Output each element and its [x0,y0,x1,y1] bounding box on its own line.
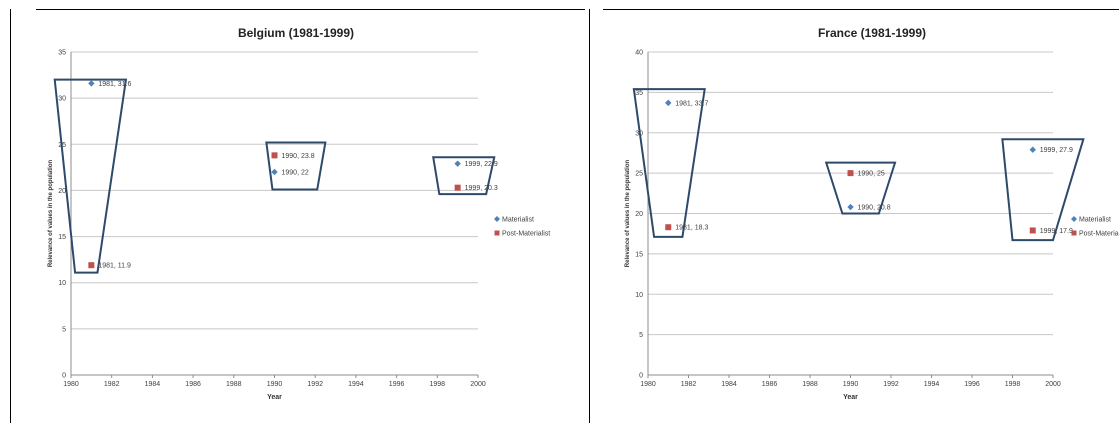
y-tick-label: 5 [62,326,66,333]
y-axis-label: Relevance of values in the population [48,159,54,267]
y-tick-label: 25 [635,171,643,178]
materialist-point [454,160,461,167]
post-materialist-point [665,224,672,231]
x-tick-label: 1988 [802,381,818,388]
y-tick-label: 35 [635,90,643,97]
x-tick-label: 1986 [762,381,778,388]
x-tick-label: 1990 [843,381,859,388]
data-label: 1999, 17.9 [1040,228,1073,235]
x-tick-label: 1992 [307,381,323,388]
data-label: 1981, 11.9 [98,263,131,270]
legend-marker-materialist [494,216,500,222]
y-tick-label: 0 [62,373,66,380]
post-materialist-point [271,152,278,159]
x-tick-label: 1988 [226,381,242,388]
x-tick-label: 1984 [721,381,737,388]
legend-label: Materialist [502,217,534,224]
materialist-point [88,80,95,87]
y-tick-label: 10 [58,280,66,287]
y-tick-label: 10 [635,292,643,299]
post-materialist-point [88,262,95,269]
post-materialist-point [1029,227,1036,234]
y-tick-label: 15 [635,251,643,258]
x-tick-label: 1992 [883,381,899,388]
materialist-point [665,99,672,107]
x-tick-label: 1984 [145,381,161,388]
highlight-box [265,141,327,191]
x-tick-label: 1980 [63,381,79,388]
x-tick-label: 1986 [185,381,201,388]
y-axis-label: Relevance of values in the population [625,159,631,267]
data-label: 1999, 20.3 [465,185,498,192]
legend-label: Post-Materialist [1079,231,1119,238]
legend-marker-post-materialist [1071,230,1077,236]
y-tick-label: 20 [635,211,643,218]
y-tick-label: 15 [58,234,66,241]
data-label: 1990, 25 [858,171,885,178]
data-label: 1999, 22.9 [465,161,498,168]
data-label: 1981, 31.6 [98,81,131,88]
y-tick-label: 5 [639,332,643,339]
x-tick-label: 1996 [964,381,980,388]
x-tick-label: 1996 [389,381,405,388]
data-label: 1981, 18.3 [675,225,708,232]
chart-title: Belgium (1981-1999) [238,26,354,40]
x-tick-label: 2000 [1045,381,1061,388]
x-axis-label: Year [267,394,282,401]
highlight-box [824,161,897,215]
y-tick-label: 0 [639,373,643,380]
post-materialist-point [847,170,854,177]
legend-marker-post-materialist [494,230,500,236]
highlight-box [1001,138,1085,242]
x-tick-label: 1998 [430,381,446,388]
legend-marker-materialist [1071,216,1077,222]
y-tick-label: 30 [58,96,66,103]
data-label: 1990, 20.8 [858,205,891,212]
x-tick-label: 1982 [104,381,120,388]
data-label: 1990, 23.8 [282,153,315,160]
x-tick-label: 1998 [1005,381,1021,388]
data-label: 1999, 27.9 [1040,147,1073,154]
x-tick-label: 1994 [924,381,940,388]
x-tick-label: 1980 [640,381,656,388]
materialist-point [1029,146,1036,153]
x-tick-label: 1990 [267,381,283,388]
data-label: 1990, 22 [282,169,309,176]
highlight-box [53,78,128,274]
x-tick-label: 1994 [348,381,364,388]
materialist-point [847,203,854,211]
data-label: 1981, 33.7 [675,100,708,107]
y-tick-label: 40 [635,50,643,57]
legend-label: Post-Materialist [502,231,550,238]
post-materialist-point [454,184,461,191]
y-tick-label: 35 [58,50,66,57]
x-axis-label: Year [843,394,858,401]
materialist-point [271,168,278,176]
highlight-box [432,156,496,196]
highlight-box [632,88,706,238]
y-tick-label: 20 [58,188,66,195]
x-tick-label: 2000 [470,381,486,388]
chart-title: France (1981-1999) [818,26,926,40]
x-tick-label: 1982 [681,381,697,388]
legend-label: Materialist [1079,217,1111,224]
